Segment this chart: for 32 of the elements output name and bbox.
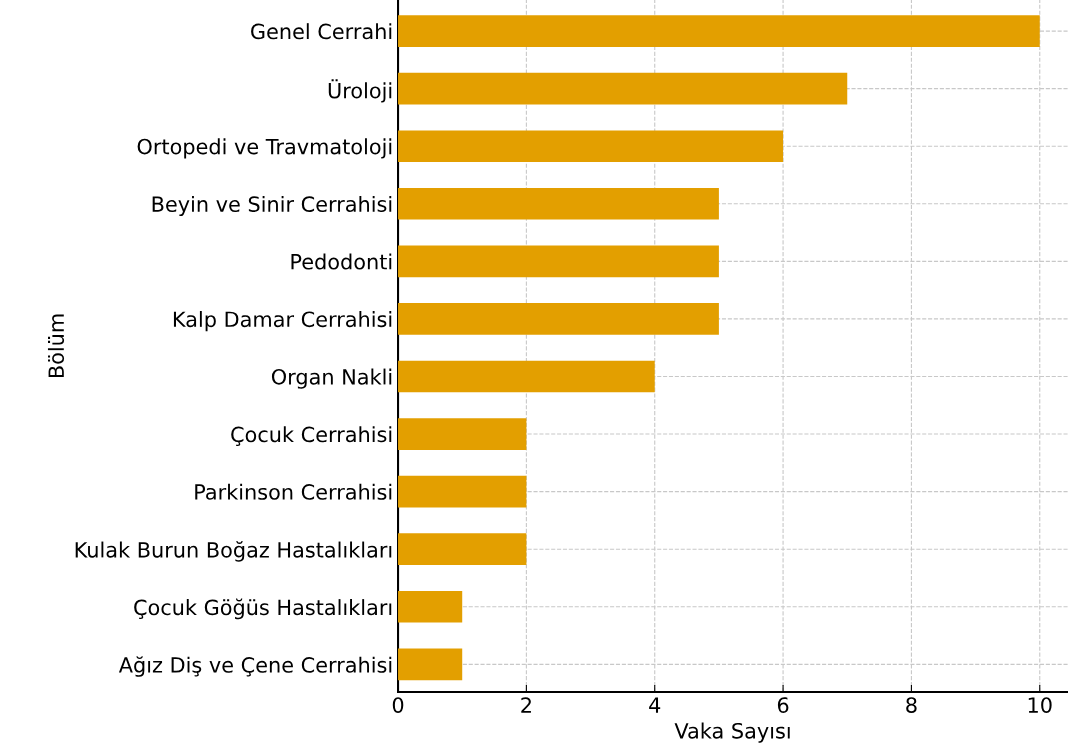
bar	[398, 360, 655, 393]
y-tick-label: Çocuk Cerrahisi	[231, 426, 392, 446]
y-axis-title: Bölüm	[47, 314, 65, 378]
bar	[398, 245, 719, 278]
x-tick-label: 8	[906, 697, 917, 713]
bar	[398, 590, 463, 623]
x-tick-label: 10	[1028, 697, 1052, 713]
bar	[398, 648, 463, 681]
y-tick-label: Ağız Diş ve Çene Cerrahisi	[118, 656, 392, 677]
y-tick-label: Organ Nakli	[271, 368, 392, 389]
x-tick-label: 2	[521, 697, 531, 713]
y-tick-label: Genel Cerrahi	[251, 23, 392, 40]
bar	[398, 418, 527, 450]
y-tick-label: Kalp Damar Cerrahisi	[173, 311, 392, 332]
bar	[398, 72, 848, 105]
bar	[398, 187, 719, 220]
bar	[398, 15, 1040, 47]
y-tick-label: Beyin ve Sinir Cerrahisi	[152, 195, 392, 217]
x-axis-title: Vaka Sayısı	[674, 722, 790, 743]
x-tick-label: 6	[777, 697, 789, 713]
bar	[398, 303, 719, 335]
y-tick-label: Parkinson Cerrahisi	[195, 483, 392, 500]
y-tick-label: Kulak Burun Boğaz Hastalıkları	[75, 541, 392, 562]
x-tick-label: 4	[649, 697, 661, 713]
x-tick-label: 0	[392, 697, 404, 713]
y-tick-label: Ortopedi ve Travmatoloji	[137, 138, 392, 159]
y-tick-label: Pedodonti	[291, 253, 392, 270]
bar	[398, 533, 527, 566]
y-tick-label: Çocuk Göğüs Hastalıkları	[134, 598, 392, 620]
bar	[398, 475, 527, 508]
bar	[398, 130, 784, 163]
y-tick-label: Üroloji	[328, 79, 392, 103]
